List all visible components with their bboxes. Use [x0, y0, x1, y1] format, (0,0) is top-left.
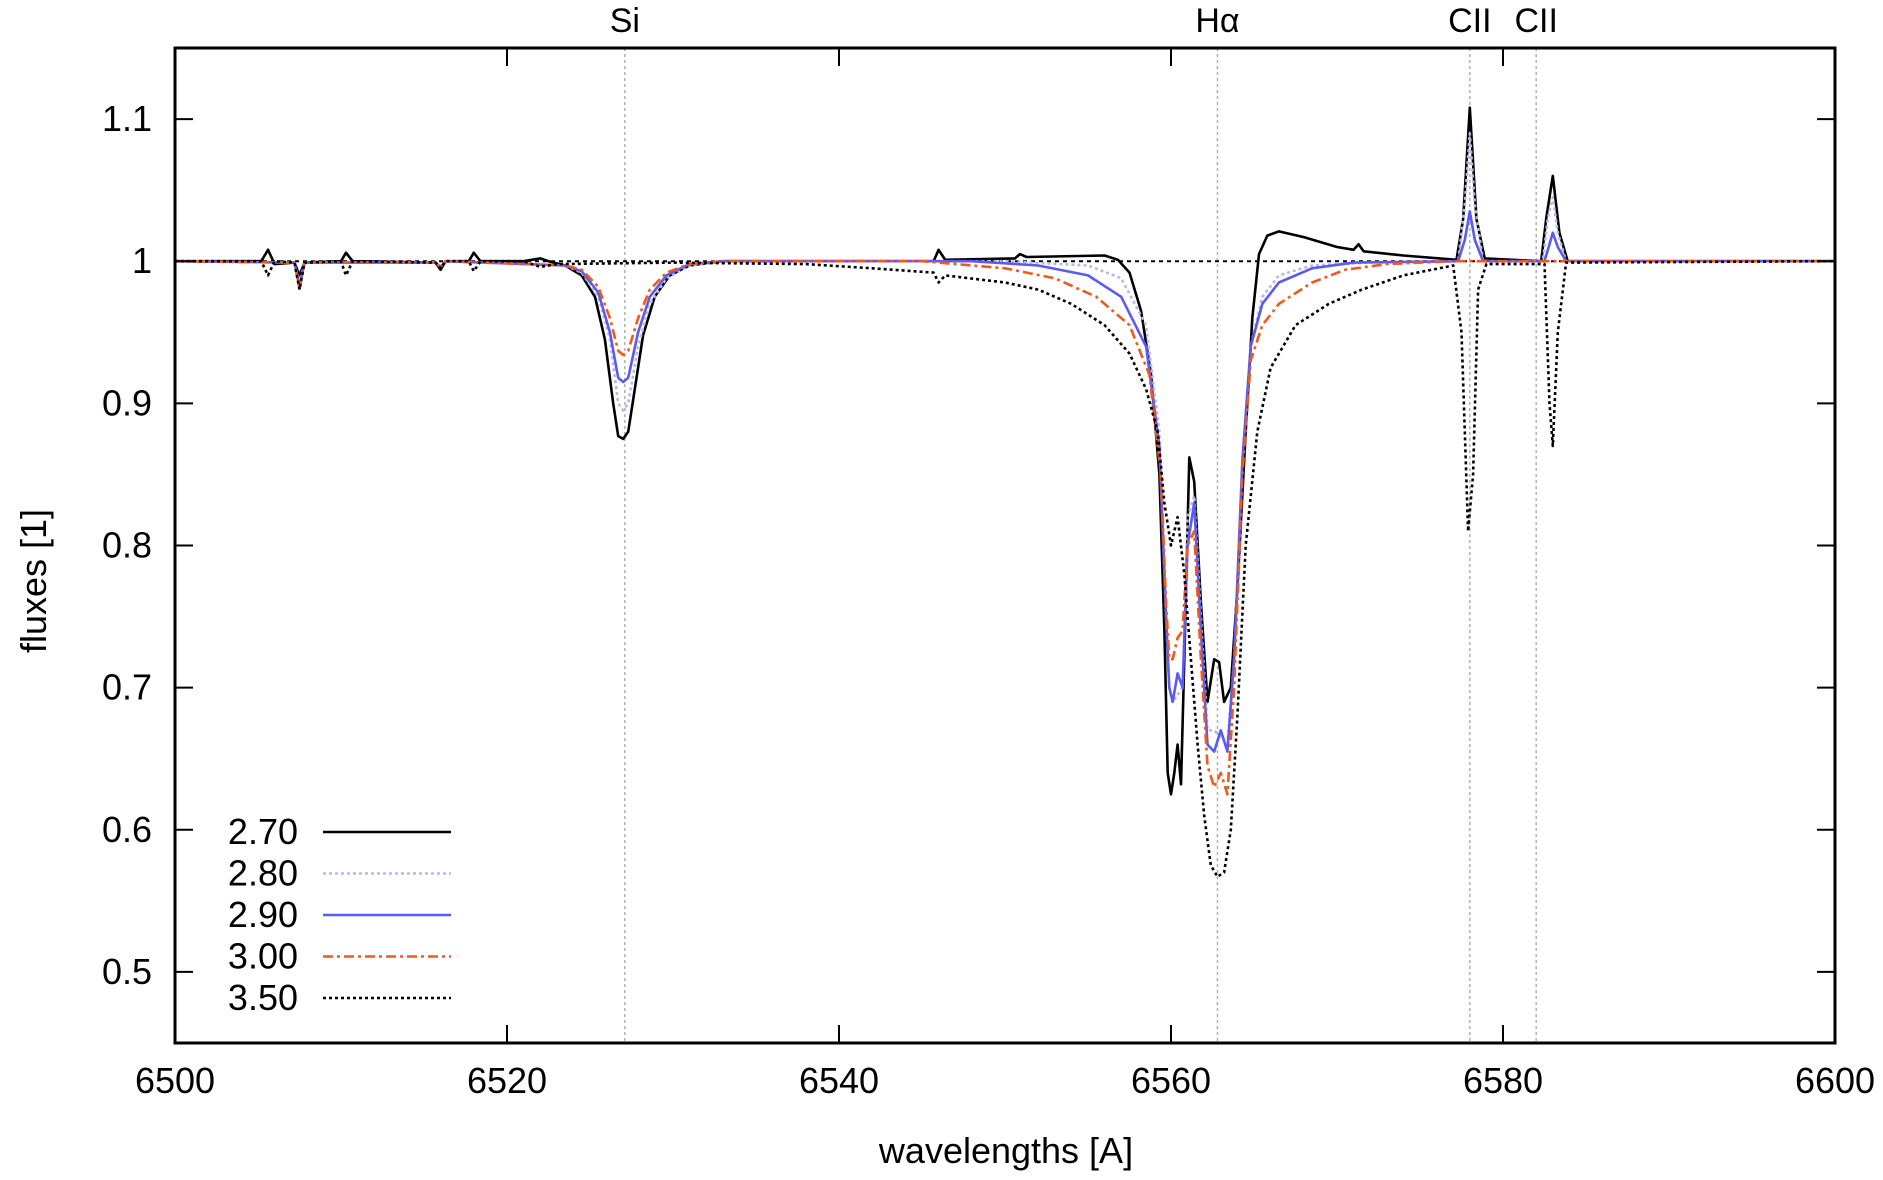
series-line-2.70 — [175, 106, 1835, 796]
legend-label-2.90: 2.90 — [228, 894, 298, 935]
marker-label-0: Si — [610, 2, 640, 40]
marker-label-1: Hα — [1195, 2, 1239, 40]
legend-label-3.00: 3.00 — [228, 936, 298, 977]
series-layer — [174, 106, 1836, 878]
x-axis-label: wavelengths [A] — [878, 1130, 1133, 1171]
x-tick-label-4: 6580 — [1463, 1060, 1543, 1101]
y-tick-label-1: 0.6 — [102, 809, 152, 850]
legend-label-2.70: 2.70 — [228, 811, 298, 852]
marker-label-2: CII — [1448, 2, 1491, 40]
x-tick-label-3: 6560 — [1131, 1060, 1211, 1101]
legend-label-3.50: 3.50 — [228, 977, 298, 1018]
axis-ticks: 6500 6520 6540 6560 6580 6600 0.5 0.6 0.7 0.8 0.9 1… — [102, 48, 1875, 1101]
marker-label-3: CII — [1514, 2, 1557, 40]
y-tick-label-0: 0.5 — [102, 951, 152, 992]
x-tick-label-5: 6600 — [1795, 1060, 1875, 1101]
series-line-2.80 — [174, 132, 1835, 746]
y-tick-label-3: 0.8 — [102, 525, 152, 566]
x-tick-label-1: 6520 — [467, 1060, 547, 1101]
series-line-3.00 — [174, 259, 1835, 796]
plot-frame-border — [173, 46, 1837, 1045]
legend: 2.702.802.903.003.50 — [228, 811, 451, 1018]
y-axis-label: fluxes [1] — [13, 509, 54, 653]
y-tick-label-4: 0.9 — [102, 382, 152, 423]
series-line-3.50 — [175, 259, 1836, 878]
line-markers — [624, 48, 1537, 1043]
legend-label-2.80: 2.80 — [228, 853, 298, 894]
x-tick-label-0: 6500 — [135, 1060, 215, 1101]
series-line-2.90 — [174, 210, 1835, 753]
x-tick-label-2: 6540 — [799, 1060, 879, 1101]
y-tick-label-6: 1.1 — [102, 98, 152, 139]
plot-frame — [173, 46, 1837, 1045]
y-tick-label-5: 1 — [132, 240, 152, 281]
y-tick-label-2: 0.7 — [102, 667, 152, 708]
